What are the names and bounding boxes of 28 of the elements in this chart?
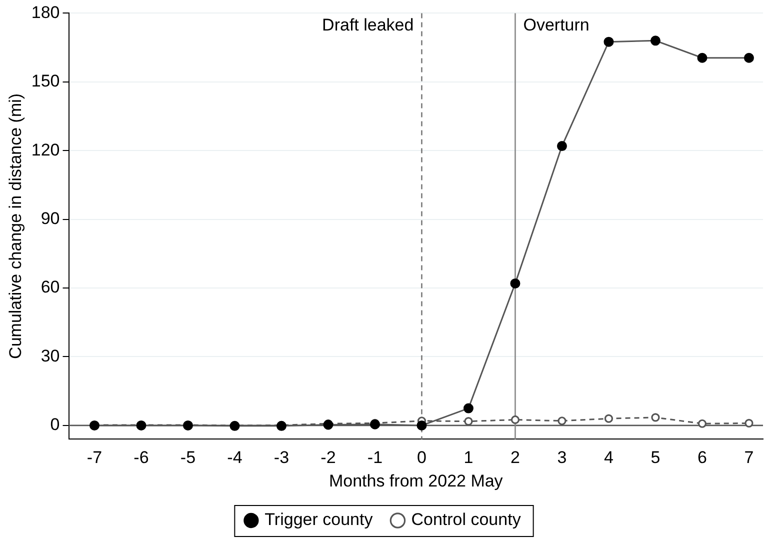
x-tick-label: -5 xyxy=(180,448,196,468)
x-tick-label: 1 xyxy=(464,448,474,468)
x-tick-label: 0 xyxy=(416,448,426,468)
y-tick-label: 150 xyxy=(31,72,60,91)
x-tick-label: -1 xyxy=(367,448,383,468)
x-tick-label: -2 xyxy=(320,448,336,468)
y-tick-label: 90 xyxy=(40,209,60,228)
x-axis-title: Months from 2022 May xyxy=(328,471,504,490)
x-tick-label: -7 xyxy=(86,448,102,468)
x-tick-label: 6 xyxy=(697,448,707,468)
x-tick-label: 2 xyxy=(510,448,520,468)
legend-label: Control county xyxy=(411,510,522,530)
x-tick-label: 4 xyxy=(604,448,614,468)
y-axis-title: Cumulative change in distance (mi) xyxy=(6,93,25,359)
x-tick-label: -3 xyxy=(274,448,290,468)
y-tick-label: 30 xyxy=(40,346,60,366)
x-tick-label: 3 xyxy=(557,448,567,468)
y-tick-label: 60 xyxy=(40,278,60,297)
x-tick-label: -4 xyxy=(227,448,242,468)
ref-line-label: Draft leaked xyxy=(322,15,414,34)
ref-line-label: Overturn xyxy=(523,15,590,34)
y-tick-label: 120 xyxy=(31,140,60,160)
x-tick-label: 7 xyxy=(744,448,754,468)
y-tick-label: 180 xyxy=(31,2,60,22)
x-tick-label: -6 xyxy=(134,448,149,468)
y-tick-label: 0 xyxy=(50,415,60,434)
x-tick-label: 5 xyxy=(650,448,660,468)
legend-label: Trigger county xyxy=(264,510,374,530)
